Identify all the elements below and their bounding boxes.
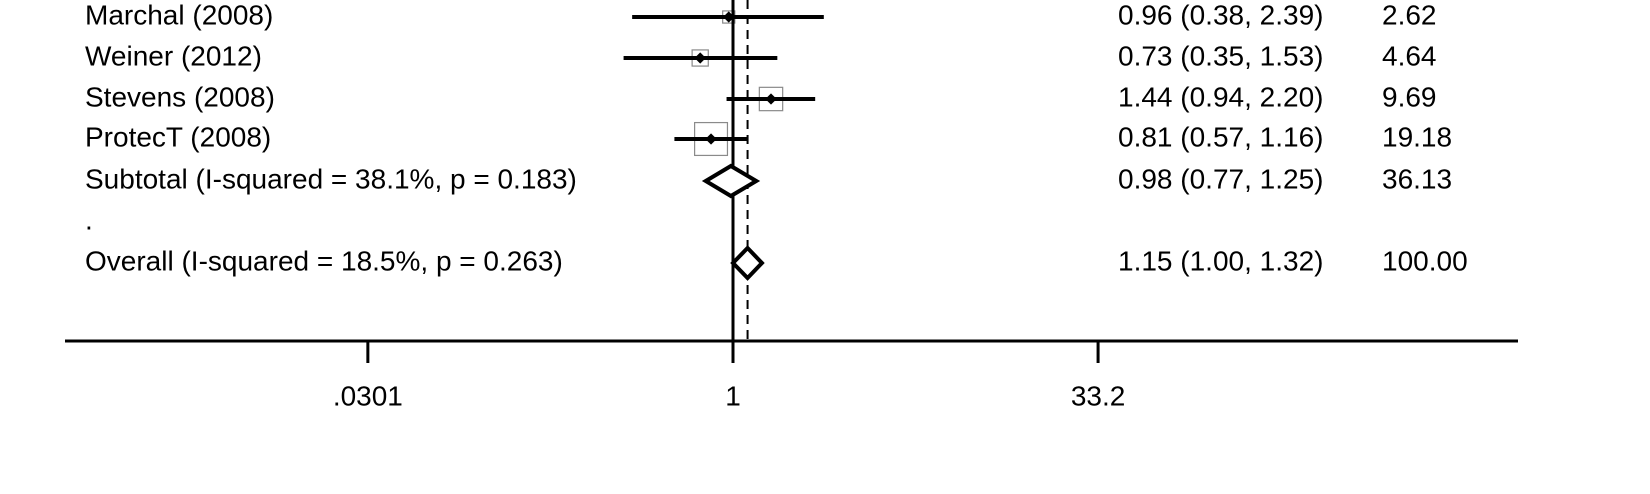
ci-text-column: 0.96 (0.38, 2.39) 0.73 (0.35, 1.53) 1.44 (… <box>1118 0 1323 276</box>
estimate-marks <box>623 11 824 281</box>
weight-text: 4.64 <box>1382 40 1437 71</box>
ci-text: 0.81 (0.57, 1.16) <box>1118 121 1323 152</box>
x-tick-label: 33.2 <box>1071 380 1126 411</box>
point-estimate <box>694 52 706 64</box>
weight-text: 2.62 <box>1382 0 1437 30</box>
ci-text: 1.15 (1.00, 1.32) <box>1118 245 1323 276</box>
weight-text: 19.18 <box>1382 121 1452 152</box>
x-tick-label: .0301 <box>333 380 403 411</box>
weight-text: 100.00 <box>1382 245 1468 276</box>
ci-text: 0.98 (0.77, 1.25) <box>1118 163 1323 194</box>
overall-diamond <box>730 245 765 281</box>
ci-text: 0.73 (0.35, 1.53) <box>1118 40 1323 71</box>
overall-label: Overall (I-squared = 18.5%, p = 0.263) <box>85 245 563 276</box>
point-estimate <box>705 133 717 145</box>
weight-text: 36.13 <box>1382 163 1452 194</box>
x-axis: .0301 1 33.2 <box>65 339 1518 411</box>
weight-text: 9.69 <box>1382 81 1437 112</box>
study-label: Weiner (2012) <box>85 40 262 71</box>
subtotal-diamond <box>701 163 761 199</box>
study-label: ProtecT (2008) <box>85 121 271 152</box>
study-label: Marchal (2008) <box>85 0 273 30</box>
subtotal-label: Subtotal (I-squared = 38.1%, p = 0.183) <box>85 163 577 194</box>
study-labels: Marchal (2008) Weiner (2012) Stevens (2008… <box>85 0 577 276</box>
weight-boxes <box>691 10 784 157</box>
point-estimate <box>765 93 777 105</box>
ci-text: 0.96 (0.38, 2.39) <box>1118 0 1323 30</box>
spacer-label: . <box>85 204 93 235</box>
study-label: Stevens (2008) <box>85 81 275 112</box>
x-tick-label: 1 <box>725 380 741 411</box>
ci-text: 1.44 (0.94, 2.20) <box>1118 81 1323 112</box>
weight-column: 2.62 4.64 9.69 19.18 36.13 100.00 <box>1382 0 1468 276</box>
